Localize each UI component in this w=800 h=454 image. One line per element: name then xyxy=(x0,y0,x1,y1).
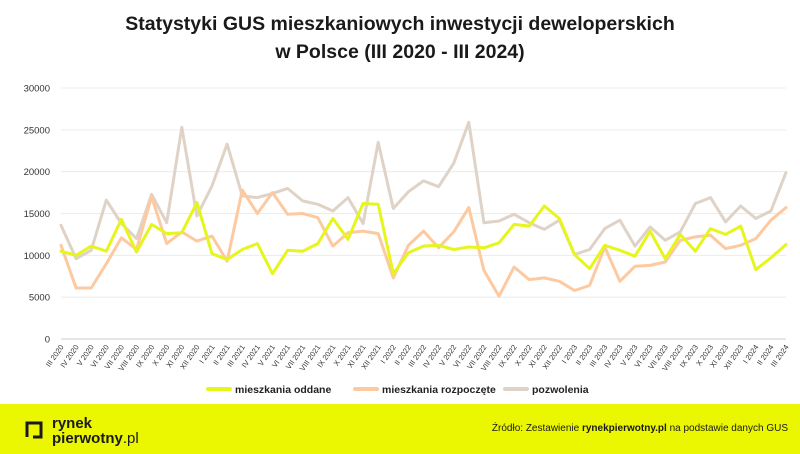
series-lines xyxy=(59,120,788,298)
y-tick-label: 10000 xyxy=(24,251,50,262)
y-tick-label: 25000 xyxy=(24,125,50,136)
chart-title-line-1: Statystyki GUS mieszkaniowych inwestycji… xyxy=(125,13,675,35)
grid-lines xyxy=(61,87,786,340)
series-line-mieszkania-oddane xyxy=(59,201,788,276)
logo-icon xyxy=(25,421,43,439)
y-tick-label: 5000 xyxy=(29,293,50,304)
series-line-pozwolenia xyxy=(59,120,788,261)
chart-title: Statystyki GUS mieszkaniowych inwestycji… xyxy=(0,10,800,66)
logo-line-2-bold: pierwotny xyxy=(52,430,123,447)
legend-label-mieszkania-rozpocz-te: mieszkania rozpoczęte xyxy=(382,384,496,396)
y-tick-label: 30000 xyxy=(24,84,50,95)
source-note: Źródło: Zestawienie rynekpierwotny.pl na… xyxy=(492,423,788,434)
source-suffix: na podstawie danych GUS xyxy=(666,423,788,434)
footer-bar: rynek pierwotny.pl Źródło: Zestawienie r… xyxy=(0,404,800,454)
y-tick-label: 0 xyxy=(45,335,50,346)
source-site: rynekpierwotny.pl xyxy=(581,423,667,434)
source-prefix: Źródło: Zestawienie xyxy=(491,423,582,434)
y-tick-label: 15000 xyxy=(24,209,50,220)
y-tick-label: 20000 xyxy=(24,167,50,178)
legend-label-mieszkania-oddane: mieszkania oddane xyxy=(235,384,331,396)
chart-title-line-2: w Polsce (III 2020 - III 2024) xyxy=(275,41,525,63)
logo-line-1: rynek xyxy=(52,415,93,432)
logo: rynek pierwotny.pl xyxy=(52,416,139,446)
line-chart: 0 5000 10000 15000 20000 25000 30000 III 2020I… xyxy=(24,84,791,397)
legend: mieszkania oddane mieszkania rozpoczęte po… xyxy=(206,384,589,396)
logo-line-2: pierwotny.pl xyxy=(52,431,139,446)
logo-line-2-domain: .pl xyxy=(122,430,139,447)
legend-label-pozwolenia: pozwolenia xyxy=(532,384,589,396)
y-axis: 0 5000 10000 15000 20000 25000 30000 xyxy=(24,84,50,346)
